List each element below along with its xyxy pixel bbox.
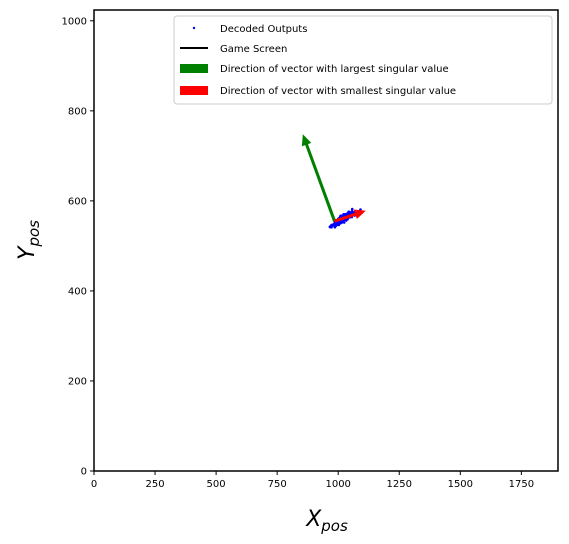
y-tick-label: 800 <box>68 106 87 117</box>
x-tick-label: 1250 <box>387 479 412 490</box>
legend-label-game-screen: Game Screen <box>220 44 287 55</box>
legend-red-patch <box>180 86 208 95</box>
legend-point-marker <box>192 26 196 30</box>
legend-item-smallest-singular: Direction of vector with smallest singul… <box>180 86 456 97</box>
legend-label-smallest-singular: Direction of vector with smallest singul… <box>220 86 456 97</box>
legend: Decoded Outputs Game Screen Direction of… <box>173 15 553 105</box>
x-tick-label: 1000 <box>325 479 350 490</box>
x-tick-label: 1500 <box>448 479 473 490</box>
decoded-output-point <box>350 209 354 213</box>
y-tick-label: 600 <box>68 196 87 207</box>
x-tick-label: 250 <box>146 479 165 490</box>
legend-label-largest-singular: Direction of vector with largest singula… <box>220 64 449 75</box>
legend-item-game-screen: Game Screen <box>180 44 287 55</box>
x-tick-label: 500 <box>207 479 226 490</box>
smallest-singular-vector-arrow <box>334 209 366 223</box>
decoded-output-point <box>350 207 354 211</box>
x-tick-label: 750 <box>268 479 287 490</box>
y-tick-label: 400 <box>68 286 87 297</box>
x-axis-label: Xpos <box>305 507 348 535</box>
game-screen-frame <box>93 9 559 472</box>
largest-singular-vector-arrow <box>301 134 336 222</box>
x-tick-label: 0 <box>91 479 97 490</box>
y-axis-label: Ypos <box>15 220 43 260</box>
legend-label-decoded-outputs: Decoded Outputs <box>220 24 307 35</box>
y-tick-label: 200 <box>68 376 87 387</box>
decoded-output-point <box>328 225 332 229</box>
legend-green-patch <box>180 64 208 73</box>
y-tick-label: 1000 <box>62 16 87 27</box>
decoded-output-point <box>344 213 348 216</box>
decoded-output-point <box>340 221 343 224</box>
legend-frame <box>173 15 553 105</box>
x-axis-ticks: 0 250 500 750 1000 1250 1500 1750 <box>91 471 534 490</box>
legend-item-largest-singular: Direction of vector with largest singula… <box>180 64 449 75</box>
singular-vector-arrows <box>301 134 366 223</box>
decoded-output-point <box>334 224 338 227</box>
decoded-output-point <box>330 224 334 228</box>
y-tick-label: 0 <box>81 467 87 478</box>
y-axis-ticks: 0 200 400 600 800 1000 <box>62 16 94 478</box>
decoded-output-point <box>342 221 346 224</box>
legend-item-decoded-outputs: Decoded Outputs <box>192 24 307 35</box>
x-tick-label: 1750 <box>509 479 534 490</box>
